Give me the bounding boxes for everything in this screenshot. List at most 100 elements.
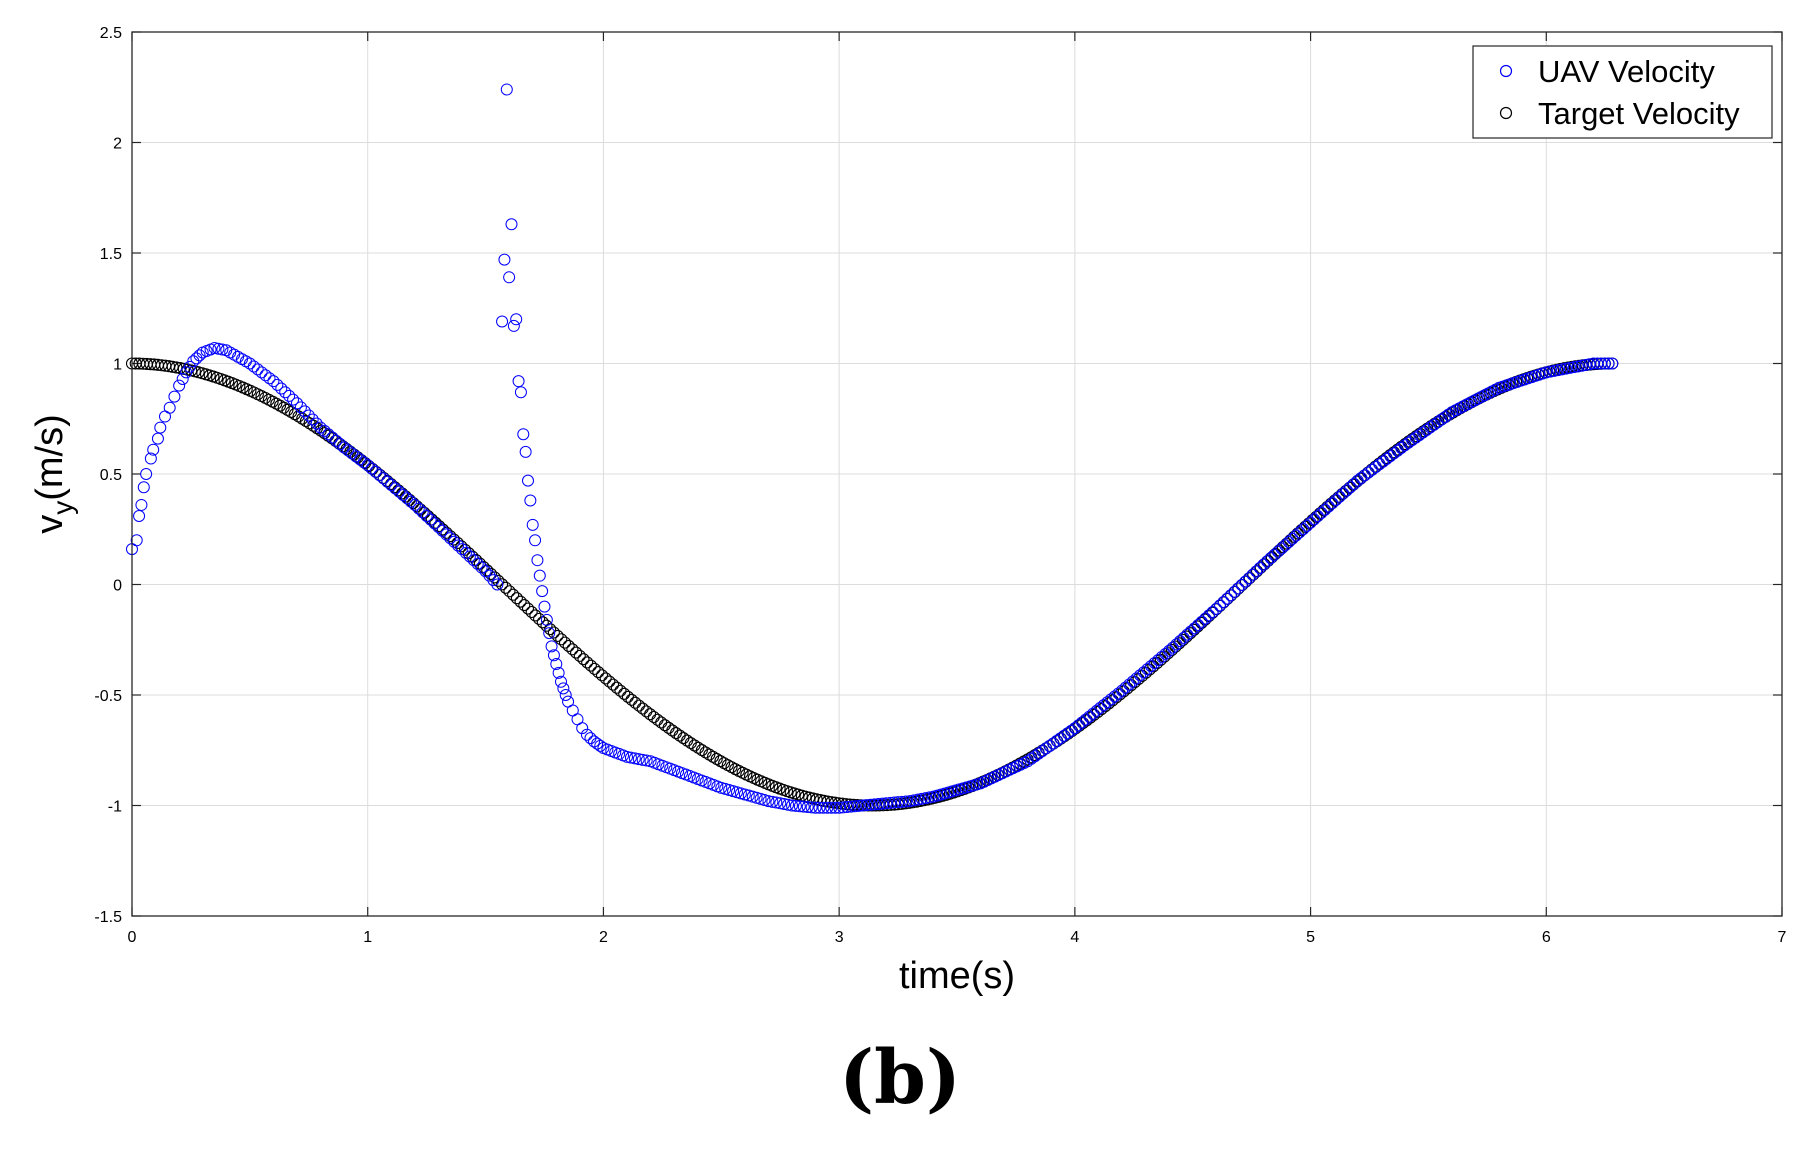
uav-velocity-point: [829, 801, 842, 814]
uav-velocity-point: [1086, 707, 1099, 720]
uav-velocity-point: [310, 417, 323, 430]
uav-velocity-point: [868, 798, 881, 811]
uav-velocity-point: [1344, 481, 1357, 494]
target-velocity-point: [521, 602, 535, 615]
uav-velocity-point: [1548, 364, 1561, 377]
uav-velocity-point: [1337, 487, 1350, 500]
y-tick-label: 1: [113, 357, 122, 374]
uav-velocity-point: [552, 666, 565, 679]
uav-velocity-point: [1571, 360, 1584, 373]
target-velocity-point: [581, 656, 594, 669]
uav-velocity-point: [401, 492, 413, 505]
uav-velocity-point: [1119, 681, 1132, 694]
uav-velocity-point: [1563, 361, 1576, 374]
uav-velocity-point: [852, 799, 865, 812]
uav-velocity-point: [1575, 359, 1588, 372]
uav-velocity-point: [279, 386, 292, 399]
uav-velocity-point: [302, 409, 315, 422]
target-velocity-point: [503, 585, 516, 598]
x-tick-label: 6: [1542, 929, 1551, 946]
uav-velocity-point: [1304, 516, 1317, 529]
uav-velocity-point: [1105, 693, 1118, 706]
uav-velocity-point: [896, 795, 908, 808]
uav-velocity-point: [888, 796, 901, 809]
uav-velocity-point: [267, 375, 280, 388]
uav-velocity-point: [786, 799, 798, 812]
uav-velocity-point: [353, 453, 366, 466]
uav-velocity-point: [251, 363, 264, 376]
uav-velocity-point: [163, 401, 176, 414]
uav-velocity-point: [1583, 358, 1596, 371]
legend-uav-label: UAV Velocity: [1538, 54, 1715, 89]
uav-velocity-point: [130, 534, 143, 547]
uav-velocity-point: [793, 800, 806, 813]
uav-velocity-point: [357, 456, 370, 469]
uav-velocity-point: [151, 432, 164, 445]
uav-velocity-point: [591, 737, 604, 750]
uav-velocity-point: [1311, 510, 1324, 523]
uav-velocity-point: [1210, 602, 1223, 615]
uav-velocity-point: [1257, 558, 1270, 571]
grid-lines: [132, 32, 1782, 916]
uav-velocity-point: [467, 554, 480, 567]
uav-velocity-point: [557, 682, 570, 695]
uav-velocity-point: [809, 801, 822, 814]
uav-velocity-point: [393, 485, 406, 498]
uav-velocity-point: [1083, 710, 1096, 723]
uav-velocity-point: [1141, 663, 1154, 676]
uav-velocity-point: [915, 792, 928, 805]
uav-velocity-point: [1148, 657, 1161, 670]
uav-velocity-point: [436, 524, 449, 537]
uav-velocity-point: [1239, 575, 1252, 588]
uav-velocity-point: [1224, 589, 1237, 602]
uav-velocity-point: [555, 675, 567, 688]
uav-velocity-point: [1544, 365, 1557, 378]
uav-velocity-point: [365, 462, 378, 475]
target-velocity-point: [551, 629, 564, 642]
uav-velocity-point: [491, 578, 504, 591]
uav-velocity-point: [1567, 361, 1580, 374]
uav-velocity-point: [287, 393, 300, 406]
uav-velocity-point: [444, 532, 457, 545]
target-velocity-point: [603, 675, 616, 688]
uav-velocity-point: [576, 722, 589, 735]
target-velocity-point: [610, 681, 623, 694]
uav-velocity-point: [825, 801, 838, 814]
uav-velocity-point: [448, 535, 461, 548]
x-tick-label: 4: [1070, 929, 1079, 946]
uav-velocity-point: [837, 801, 850, 814]
uav-velocity-point: [1264, 552, 1277, 565]
uav-velocity-point: [408, 498, 421, 511]
uav-velocity-point: [899, 795, 912, 808]
uav-velocity-point: [322, 428, 335, 441]
y-axis-label-main: v: [29, 515, 71, 534]
uav-velocity-point: [833, 801, 846, 814]
uav-velocity-point: [275, 382, 288, 395]
uav-velocity-point: [452, 539, 465, 552]
uav-velocity-point: [1268, 548, 1281, 561]
y-tick-label: -1: [108, 799, 122, 816]
uav-velocity-point: [1159, 647, 1172, 660]
uav-velocity-point: [531, 554, 544, 567]
target-velocity-point: [588, 662, 601, 675]
uav-velocity-point: [314, 421, 327, 434]
y-tick-label: -0.5: [94, 688, 122, 705]
uav-velocity-point: [529, 534, 542, 547]
uav-velocity-point: [907, 794, 920, 807]
target-velocity-point: [562, 639, 575, 653]
uav-velocity-point: [1606, 357, 1619, 370]
uav-velocity-point: [168, 390, 181, 403]
uav-velocity-point: [193, 349, 206, 362]
y-axis-label-subscript: y: [47, 501, 78, 515]
y-tick-label: 2: [113, 136, 122, 153]
uav-velocity-point: [1217, 596, 1230, 609]
uav-velocity-point: [503, 271, 516, 284]
target-velocity-point: [533, 612, 546, 625]
uav-velocity-point: [1094, 701, 1107, 714]
y-tick-label: -1.5: [94, 909, 122, 926]
uav-velocity-point: [1079, 713, 1092, 726]
uav-velocity-point: [1101, 696, 1114, 709]
target-velocity-point: [629, 696, 642, 709]
uav-velocity-point: [1282, 536, 1295, 548]
